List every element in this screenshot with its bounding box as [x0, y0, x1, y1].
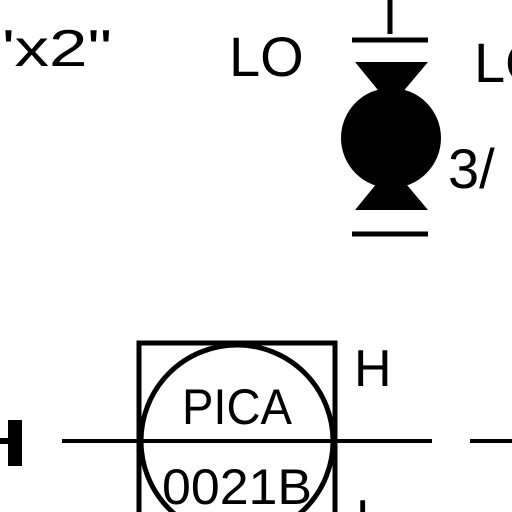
valve-size-label: 3/: [448, 137, 495, 200]
valve-ball: [341, 88, 441, 188]
valve-bottom-triangle: [355, 166, 428, 210]
pipe-size-label: "x2": [0, 20, 112, 78]
instrument-function: PICA: [182, 379, 293, 435]
alarm-low-label: L: [356, 490, 385, 512]
locked-open-label-left: LO: [229, 25, 304, 88]
alarm-high-label: H: [354, 340, 392, 398]
instrument-bubble[interactable]: PICA 0021B: [136, 340, 338, 512]
valve-top-triangle: [355, 62, 428, 106]
locked-open-label-right: LO: [474, 31, 512, 94]
instrument-tag: 0021B: [162, 459, 312, 512]
line-stub-left-end: [8, 420, 22, 466]
ball-valve-symbol: [341, 0, 441, 237]
